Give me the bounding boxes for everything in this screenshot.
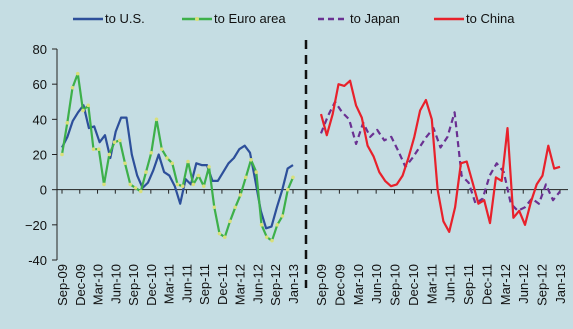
- x-tick-label: Mar-12: [233, 264, 248, 305]
- y-tick-label: −20: [25, 218, 47, 233]
- y-tick-label: 40: [33, 112, 47, 127]
- data-point-euro: [112, 140, 117, 144]
- legend: to U.S. to Euro area to Japan to China: [73, 11, 515, 26]
- data-point-euro: [144, 170, 148, 174]
- data-point-euro: [212, 205, 217, 210]
- x-tick-label: Sep-12: [535, 264, 550, 306]
- data-point-euro: [280, 214, 285, 218]
- y-tick-label: 0: [40, 183, 47, 198]
- y-tick-label: -40: [28, 253, 47, 268]
- x-tick-label: Dec-11: [479, 264, 494, 305]
- data-point-euro: [233, 205, 238, 210]
- data-point-euro: [81, 108, 85, 113]
- x-tick-label: Mar-12: [498, 264, 513, 305]
- data-point-euro: [191, 182, 196, 187]
- series-line-japan: [319, 100, 561, 212]
- x-tick-label: Dec-10: [406, 264, 421, 306]
- data-point-euro: [259, 223, 264, 227]
- x-tick-label: Jun-11: [179, 264, 194, 303]
- x-tick-label: Jan-13: [553, 264, 568, 304]
- x-tick-label: Sep-10: [388, 264, 403, 306]
- data-point-euro: [138, 189, 143, 194]
- data-point-euro: [196, 173, 201, 178]
- data-point-euro: [275, 223, 280, 227]
- legend-label-china: to China: [466, 11, 515, 26]
- data-point-euro: [228, 219, 232, 224]
- x-tick-label: Dec-10: [144, 264, 159, 306]
- data-point-euro: [207, 165, 211, 169]
- data-point-euro: [154, 117, 159, 122]
- data-point-euro: [254, 170, 259, 174]
- series-line-us: [61, 104, 294, 230]
- data-point-euro: [249, 157, 253, 162]
- data-point-euro: [170, 161, 175, 166]
- x-tick-label: Jan-13: [286, 264, 301, 304]
- data-point-euro: [270, 238, 274, 243]
- x-tick-label: Dec-09: [73, 264, 88, 306]
- x-tick-label: Sep-11: [197, 264, 212, 305]
- x-tick-label: Dec-09: [332, 264, 347, 306]
- x-tick-label: Mar-11: [424, 264, 439, 304]
- x-tick-label: Jun-10: [108, 264, 123, 304]
- x-tick-label: Sep-09: [55, 264, 70, 306]
- data-point-euro: [285, 187, 290, 192]
- data-point-euro: [264, 235, 269, 239]
- data-point-euro: [123, 161, 127, 166]
- data-point-euro: [91, 147, 96, 152]
- data-point-euro: [186, 159, 190, 164]
- x-tick-label: Jun-12: [250, 264, 265, 304]
- data-point-euro: [165, 156, 169, 160]
- legend-label-us: to U.S.: [105, 11, 145, 26]
- x-tick-label: Dec-11: [215, 264, 230, 305]
- y-tick-label: 20: [33, 148, 47, 163]
- data-point-euro: [60, 152, 64, 157]
- data-point-euro: [159, 147, 164, 152]
- data-point-euro: [70, 85, 75, 90]
- data-point-euro: [201, 184, 206, 188]
- series-line-china: [319, 79, 561, 233]
- data-point-euro: [180, 184, 185, 188]
- series-line-euro: [60, 72, 295, 242]
- x-tick-label: Jun-11: [443, 264, 458, 303]
- data-point-euro: [217, 231, 222, 236]
- data-point-euro: [107, 152, 112, 157]
- data-point-euro: [149, 150, 154, 155]
- data-point-euro: [96, 147, 101, 152]
- legend-label-euro: to Euro area: [214, 11, 286, 26]
- x-tick-label: Sep-12: [268, 264, 283, 306]
- data-point-euro: [238, 193, 243, 197]
- data-point-euro: [117, 138, 122, 143]
- data-point-euro: [291, 175, 295, 180]
- data-point-euro: [222, 235, 227, 239]
- data-point-euro: [65, 121, 70, 125]
- legend-marker-euro: [195, 17, 199, 21]
- data-point-euro: [128, 182, 133, 187]
- x-tick-label: Sep-11: [461, 264, 476, 305]
- x-tick-label: Mar-10: [91, 264, 106, 305]
- data-point-euro: [86, 103, 91, 108]
- data-point-euro: [75, 71, 80, 76]
- x-tick-label: Jun-10: [369, 264, 384, 304]
- x-tick-label: Mar-10: [351, 264, 366, 305]
- data-point-euro: [102, 182, 106, 187]
- x-tick-label: Sep-09: [314, 264, 329, 306]
- data-point-euro: [175, 182, 180, 187]
- x-tick-label: Sep-10: [126, 264, 141, 306]
- x-tick-label: Jun-12: [516, 264, 531, 304]
- y-tick-label: 80: [33, 42, 47, 57]
- data-point-euro: [133, 186, 138, 190]
- legend-label-japan: to Japan: [350, 11, 400, 26]
- x-tick-label: Mar-11: [162, 264, 177, 304]
- y-tick-label: 60: [33, 77, 47, 92]
- data-point-euro: [243, 175, 248, 180]
